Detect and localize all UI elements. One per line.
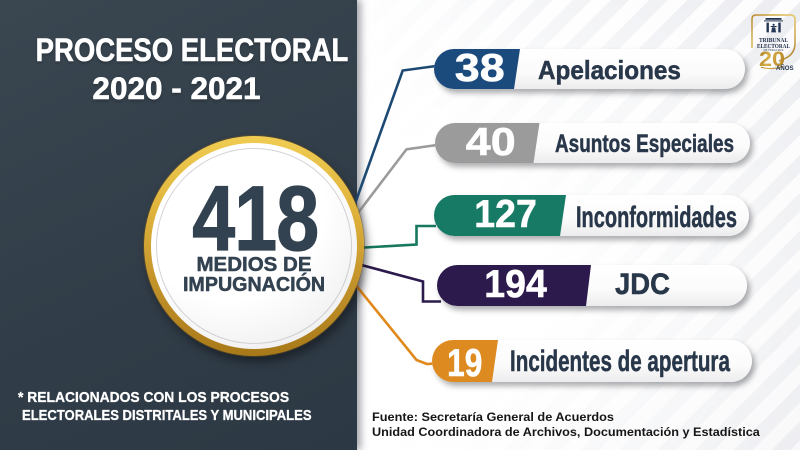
svg-text:ELECTORAL: ELECTORAL <box>757 44 790 50</box>
svg-text:AÑOS: AÑOS <box>776 63 794 72</box>
svg-text:DE VERACRUZ: DE VERACRUZ <box>764 48 784 52</box>
svg-text:TRIBUNAL: TRIBUNAL <box>759 38 788 44</box>
svg-text:20: 20 <box>759 48 785 71</box>
